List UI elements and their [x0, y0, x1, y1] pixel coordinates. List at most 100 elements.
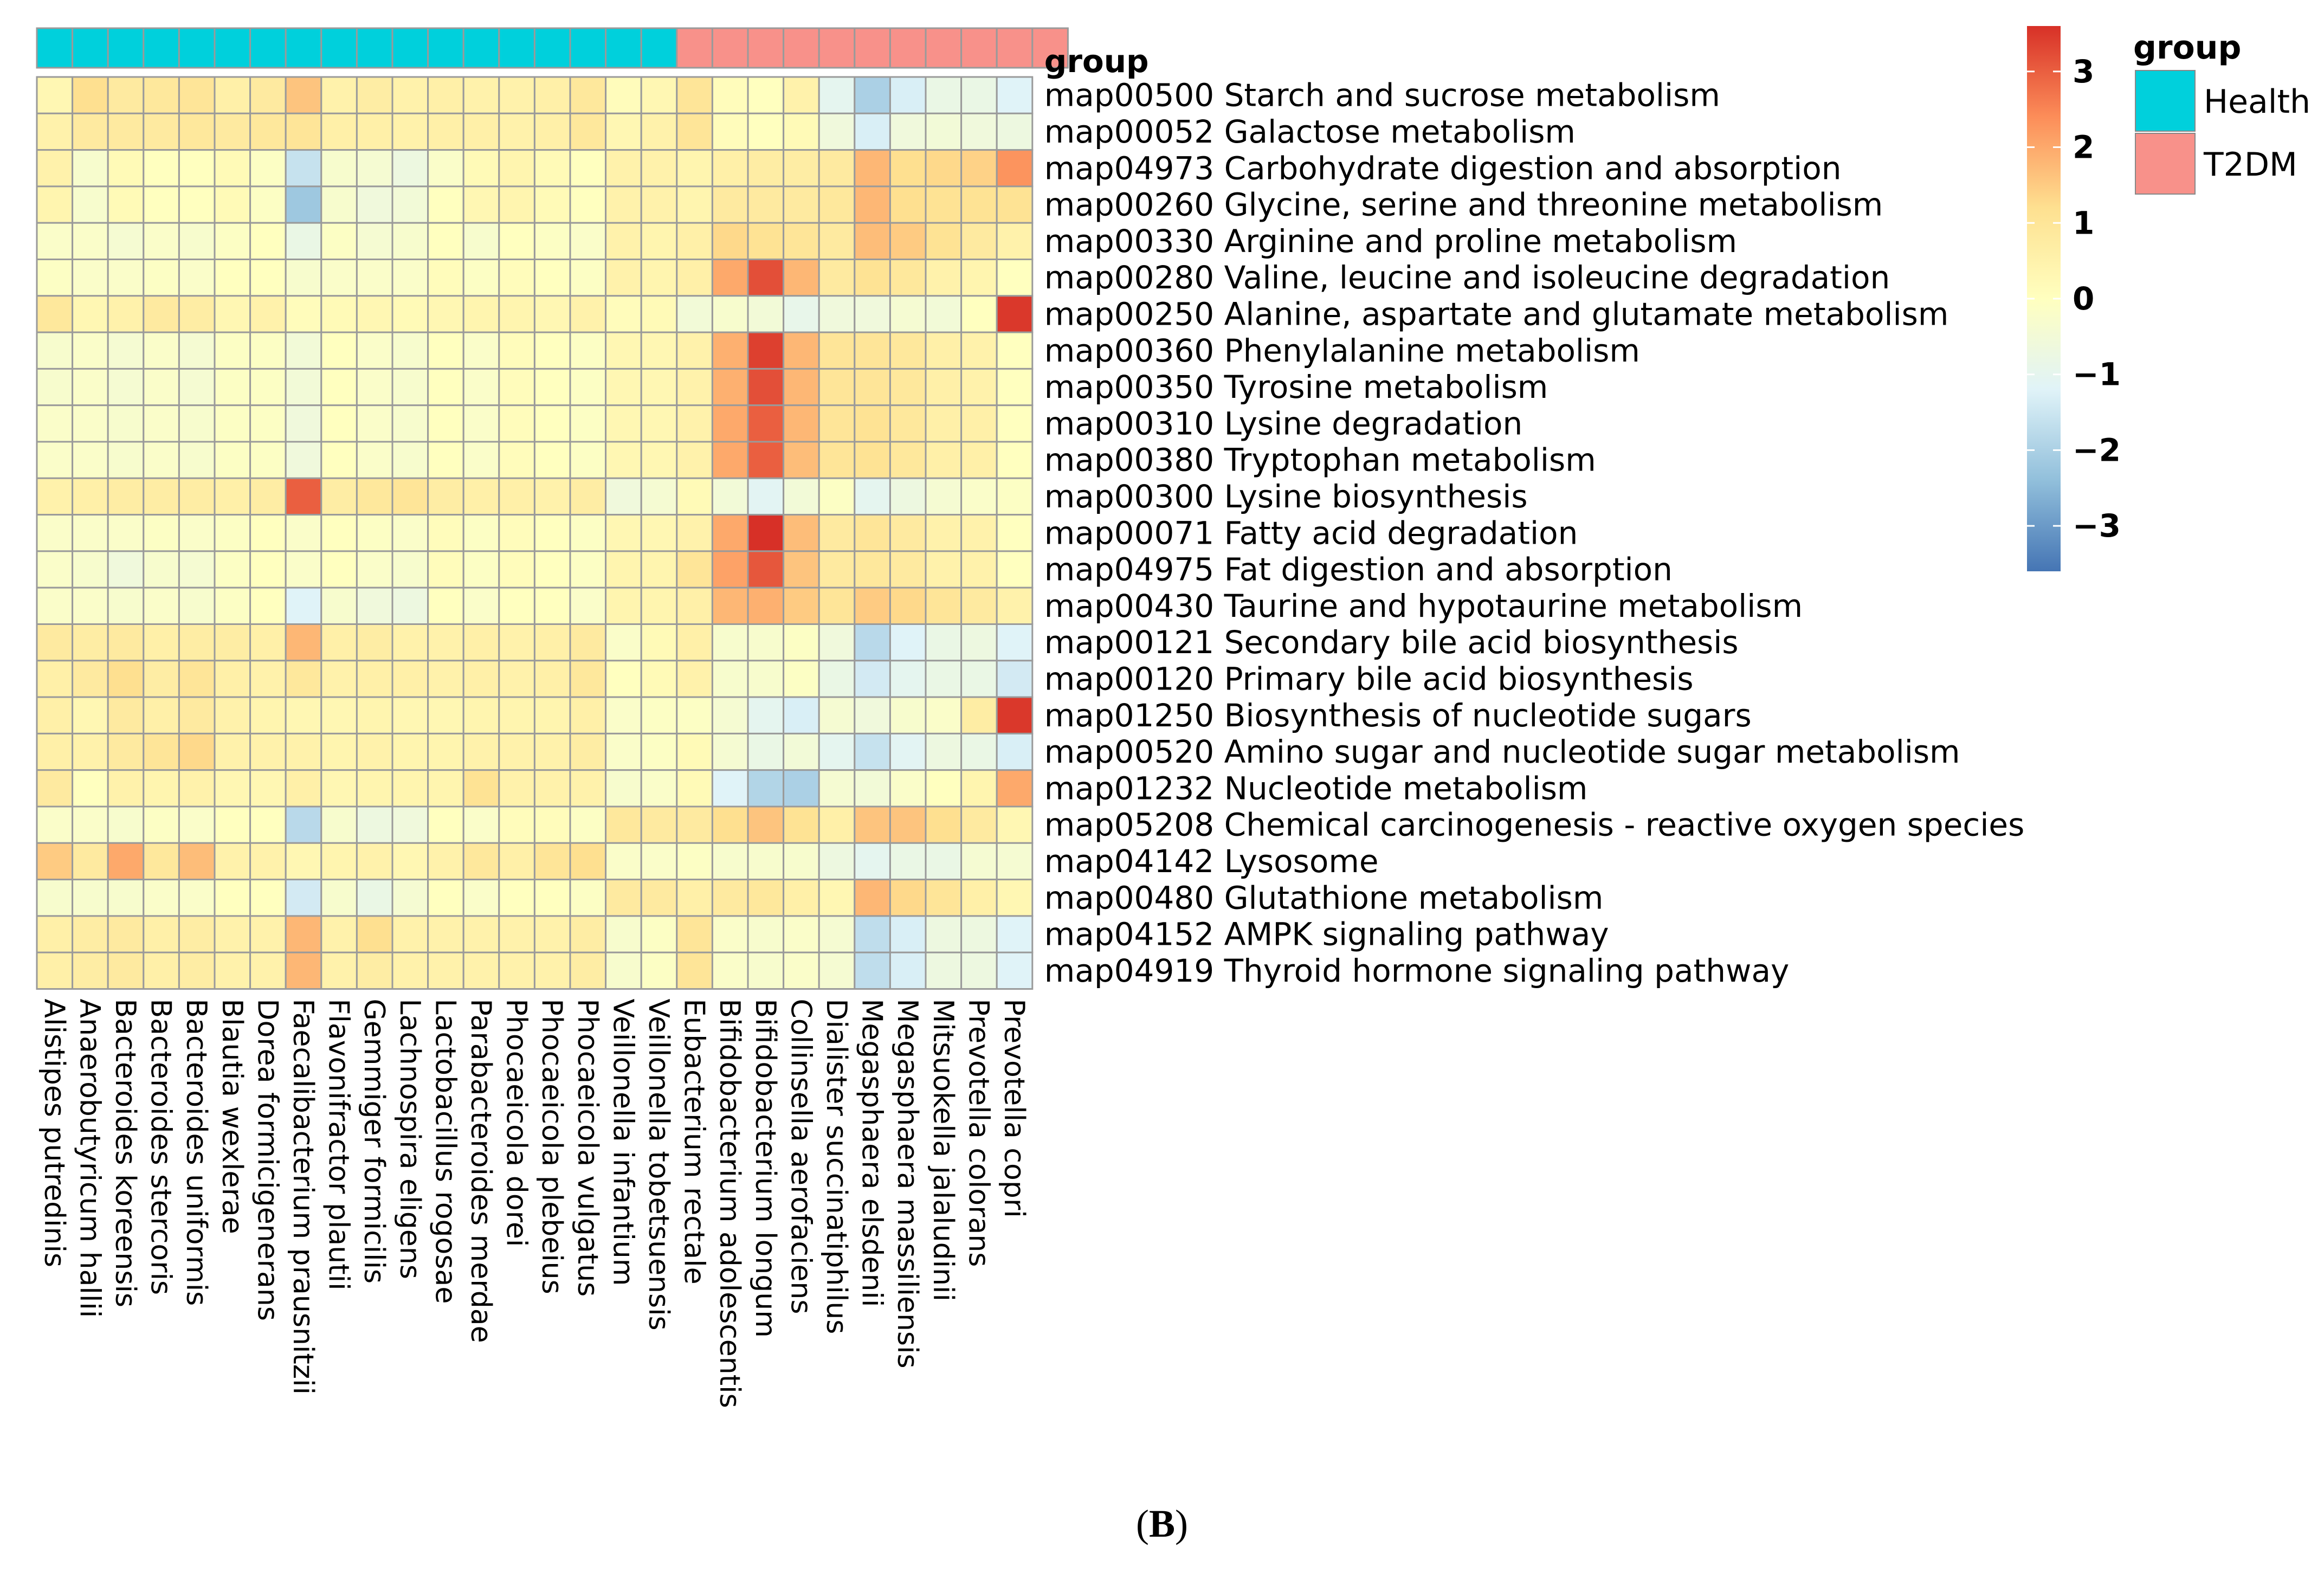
heatmap-cell — [72, 149, 109, 188]
heatmap-cell — [747, 331, 785, 370]
heatmap-cell — [783, 732, 820, 771]
heatmap-cell — [676, 623, 713, 662]
heatmap-cell — [889, 915, 927, 953]
heatmap-cell — [605, 259, 642, 297]
heatmap-cell — [36, 112, 74, 151]
heatmap-cell — [818, 586, 856, 625]
heatmap-cell — [889, 295, 927, 333]
heatmap-cell — [889, 660, 927, 698]
heatmap-cell — [356, 842, 393, 881]
annotation-cell — [676, 27, 713, 69]
legend-title: group — [2133, 29, 2241, 67]
heatmap-cell — [854, 259, 891, 297]
heatmap-cell — [72, 185, 109, 224]
colorbar: 3 2 1 0 −1 −2 −3 — [2027, 26, 2121, 571]
heatmap-cell — [356, 550, 393, 589]
heatmap-cell — [107, 331, 145, 370]
heatmap-cell — [818, 951, 856, 990]
column-label: Lactobacillus rogosae — [429, 999, 461, 1304]
heatmap-cell — [676, 732, 713, 771]
heatmap-cell — [818, 769, 856, 808]
heatmap-cell — [605, 550, 642, 589]
heatmap-cell — [249, 696, 287, 734]
heatmap-cell — [640, 368, 678, 407]
heatmap-cell — [36, 732, 74, 771]
heatmap-cell — [605, 879, 642, 917]
heatmap-cell — [143, 951, 180, 990]
heatmap-cell — [427, 842, 464, 881]
heatmap-cell — [640, 76, 678, 114]
heatmap-cell — [72, 732, 109, 771]
heatmap-cell — [783, 805, 820, 844]
heatmap-cell — [569, 112, 607, 151]
heatmap-cell — [925, 732, 963, 771]
heatmap-cell — [214, 951, 251, 990]
heatmap-cell — [462, 586, 500, 625]
heatmap-cell — [178, 259, 216, 297]
row-label: map00330 Arginine and proline metabolism — [1044, 223, 1737, 260]
heatmap-cell — [356, 514, 393, 552]
heatmap-cell — [214, 623, 251, 662]
heatmap-cell — [889, 623, 927, 662]
heatmap-cell — [72, 112, 109, 151]
colorbar-tick-label: 1 — [2073, 204, 2094, 241]
colorbar-tick-label: 2 — [2073, 129, 2094, 166]
heatmap-cell — [818, 696, 856, 734]
heatmap-cell — [462, 441, 500, 479]
heatmap-cell — [356, 696, 393, 734]
heatmap-cell — [711, 149, 749, 188]
heatmap-cell — [178, 295, 216, 333]
heatmap-cell — [178, 441, 216, 479]
heatmap-cell — [640, 732, 678, 771]
heatmap-cell — [711, 732, 749, 771]
heatmap-cell — [640, 769, 678, 808]
heatmap-cell — [427, 879, 464, 917]
heatmap-cell — [889, 842, 927, 881]
heatmap-cell — [356, 805, 393, 844]
heatmap-cell — [214, 550, 251, 589]
heatmap-cell — [854, 514, 891, 552]
heatmap-cell — [498, 550, 535, 589]
heatmap-cell — [747, 259, 785, 297]
column-label: Dorea formicigenerans — [251, 999, 283, 1321]
heatmap-cell — [462, 259, 500, 297]
row-label: map00052 Galactose metabolism — [1044, 113, 1576, 150]
column-label: Collinsella aerofaciens — [784, 999, 817, 1314]
heatmap-cell — [143, 368, 180, 407]
heatmap-cell — [854, 769, 891, 808]
heatmap-cell — [462, 222, 500, 261]
heatmap-cell — [711, 769, 749, 808]
heatmap-cell — [143, 222, 180, 261]
heatmap-cell — [214, 295, 251, 333]
heatmap-cell — [854, 185, 891, 224]
annotation-cell — [783, 27, 820, 69]
heatmap-cell — [107, 623, 145, 662]
heatmap-cell — [640, 112, 678, 151]
heatmap-cell — [711, 915, 749, 953]
annotation-cell — [462, 27, 500, 69]
heatmap-cell — [178, 368, 216, 407]
heatmap-cell — [533, 368, 571, 407]
heatmap-cell — [676, 769, 713, 808]
heatmap-cell — [960, 805, 998, 844]
heatmap-cell — [640, 514, 678, 552]
heatmap-cells — [36, 76, 1034, 990]
panel-caption: (B) — [1136, 1502, 1188, 1545]
heatmap-cell — [711, 441, 749, 479]
heatmap-cell — [356, 769, 393, 808]
heatmap-cell — [747, 76, 785, 114]
heatmap-cell — [462, 404, 500, 443]
heatmap-cell — [533, 76, 571, 114]
heatmap-cell — [818, 842, 856, 881]
annotation-cell — [249, 27, 287, 69]
heatmap-cell — [533, 404, 571, 443]
heatmap-cell — [214, 660, 251, 698]
heatmap-cell — [72, 76, 109, 114]
heatmap-cell — [249, 915, 287, 953]
heatmap-cell — [889, 404, 927, 443]
heatmap-cell — [925, 404, 963, 443]
heatmap-cell — [107, 185, 145, 224]
heatmap-cell — [783, 951, 820, 990]
heatmap-cell — [427, 259, 464, 297]
heatmap-cell — [178, 477, 216, 516]
